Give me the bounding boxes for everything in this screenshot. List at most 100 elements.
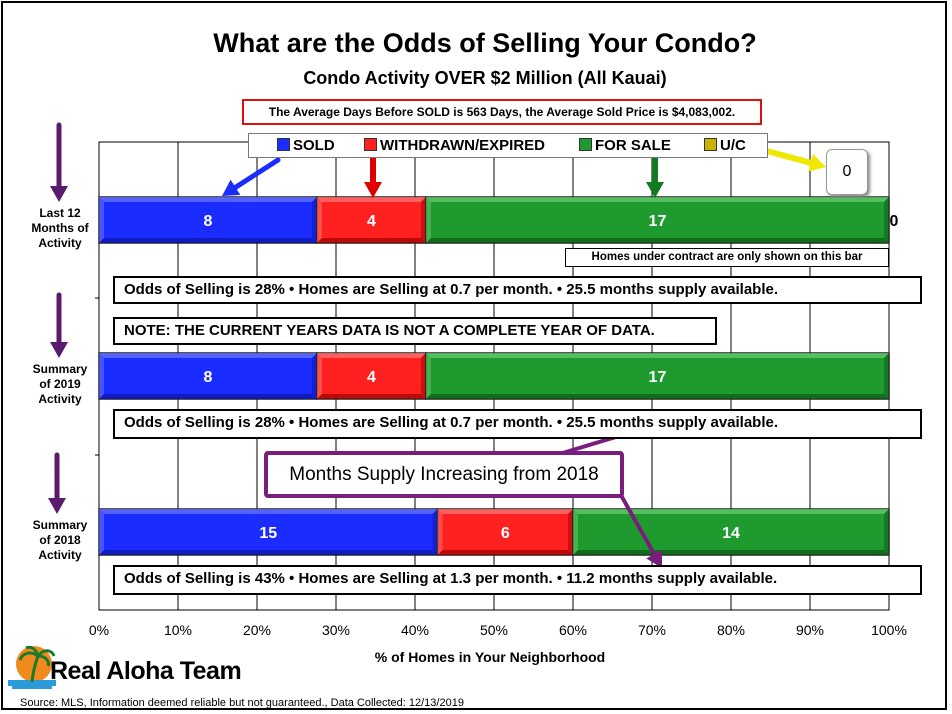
bar-sold: 8 (98, 352, 318, 400)
legend-label-withdrawn: WITHDRAWN/EXPIRED (380, 137, 545, 154)
bar-bevel-right (311, 197, 317, 243)
row-label-line: Summary (32, 362, 88, 376)
bar-bevel-right (432, 509, 438, 555)
row-label-line: Activity (38, 392, 82, 406)
row-label-line: of 2019 (39, 377, 81, 391)
arrow-head (646, 549, 662, 568)
row-label-line: Activity (38, 548, 82, 562)
under-contract-count: 0 (826, 149, 868, 195)
x-tick-label: 80% (716, 622, 746, 638)
callout-arrow-icon (620, 495, 662, 568)
x-tick-label: 20% (242, 622, 272, 638)
arrow-head (50, 186, 68, 202)
legend-swatch-for-sale (579, 138, 592, 151)
arrow-head (48, 498, 66, 514)
legend-label-for-sale: FOR SALE (595, 137, 671, 154)
chart-legend: SOLD WITHDRAWN/EXPIRED FOR SALE U/C (248, 133, 768, 158)
bar-bevel-bottom (425, 238, 889, 243)
source-note: Source: MLS, Information deemed reliable… (20, 697, 464, 709)
bar-bevel-top (99, 197, 317, 202)
bar-bevel-left (425, 353, 431, 399)
bar-bevel-right (884, 197, 889, 243)
logo-text: Real Aloha Team (50, 657, 242, 685)
bar-bevel-right (311, 353, 317, 399)
bar-bevel-left (316, 197, 322, 243)
bar-bevel-left (437, 509, 443, 555)
bar-withdrawn-expired: 4 (316, 352, 427, 400)
bar-sold: 15 (98, 508, 439, 556)
legend-item-sold: SOLD (277, 137, 335, 154)
average-days-note: The Average Days Before SOLD is 563 Days… (242, 99, 762, 125)
x-tick-label: 90% (795, 622, 825, 638)
x-axis-label: % of Homes in Your Neighborhood (374, 649, 606, 665)
bar-bevel-bottom (437, 550, 573, 555)
row-label-line: Months of (31, 221, 89, 235)
chart-subtitle: Condo Activity OVER $2 Million (All Kaua… (303, 68, 667, 88)
legend-swatch-uc (704, 138, 717, 151)
odds-text-2019: Odds of Selling is 28% • Homes are Selli… (113, 409, 922, 439)
sold-pointer-arrow-icon (222, 157, 281, 196)
x-tick-label: 30% (321, 622, 351, 638)
bar-bevel-top (425, 197, 889, 202)
legend-swatch-withdrawn (364, 138, 377, 151)
row-arrow-icon (50, 292, 68, 358)
bar-value-label: 8 (204, 213, 213, 230)
legend-item-for-sale: FOR SALE (579, 137, 671, 154)
chart-title: What are the Odds of Selling Your Condo? (213, 28, 757, 58)
row-label-line: Activity (38, 236, 82, 250)
bar-bevel-right (420, 197, 426, 243)
legend-item-uc: U/C (704, 137, 746, 154)
legend-label-uc: U/C (720, 137, 746, 154)
x-tick-label: 0% (88, 622, 110, 638)
bar-bevel-top (316, 353, 426, 358)
bar-bevel-bottom (573, 550, 889, 555)
row-label-line: Summary (32, 518, 88, 532)
arrow-shaft (620, 495, 657, 557)
row-label-last-12-months: Last 12 Months of Activity (20, 206, 100, 251)
bar-bevel-right (568, 509, 573, 555)
bar-bevel-right (884, 353, 889, 399)
bar-for-sale: 14 (572, 508, 890, 556)
bar-bevel-right (884, 509, 889, 555)
bar-withdrawn-expired: 4 (316, 196, 427, 244)
bar-bevel-bottom (316, 394, 426, 399)
contract-note: Homes under contract are only shown on t… (565, 248, 889, 267)
uc-bar-value-label: 0 (890, 213, 899, 230)
x-tick-label: 100% (871, 622, 907, 638)
incomplete-year-note: NOTE: THE CURRENT YEARS DATA IS NOT A CO… (113, 317, 717, 345)
bar-bevel-top (99, 353, 317, 358)
bar-bevel-left (99, 197, 104, 243)
x-tick-label: 40% (400, 622, 430, 638)
arrow-head (808, 154, 826, 172)
x-tick-label: 60% (558, 622, 588, 638)
legend-swatch-sold (277, 138, 290, 151)
bar-value-label: 14 (722, 525, 740, 542)
bar-bevel-bottom (316, 238, 426, 243)
bar-value-label: 15 (259, 525, 277, 542)
for-sale-pointer-arrow-icon (646, 152, 664, 198)
row-label-line: Last 12 (39, 206, 81, 220)
row-label-2019: Summary of 2019 Activity (20, 362, 100, 407)
bar-value-label: 8 (204, 369, 213, 386)
row-label-line: of 2018 (39, 533, 81, 547)
legend-label-sold: SOLD (293, 137, 335, 154)
arrow-head (222, 179, 241, 196)
arrow-head (50, 342, 68, 358)
row-arrow-icon (50, 122, 68, 202)
bar-bevel-left (425, 197, 431, 243)
bar-value-label: 4 (367, 369, 376, 386)
x-tick-label: 70% (637, 622, 667, 638)
bar-bevel-bottom (99, 550, 438, 555)
bar-bevel-bottom (99, 238, 317, 243)
odds-text-2018: Odds of Selling is 43% • Homes are Selli… (113, 565, 922, 595)
bar-bevel-left (573, 509, 578, 555)
bar-value-label: 4 (367, 213, 376, 230)
arrow-head (364, 182, 382, 198)
bar-for-sale: 17 (425, 196, 890, 244)
bar-value-label: 17 (649, 369, 667, 386)
x-tick-label: 50% (479, 622, 509, 638)
months-supply-callout: Months Supply Increasing from 2018 (264, 451, 624, 498)
bar-bevel-left (316, 353, 322, 399)
